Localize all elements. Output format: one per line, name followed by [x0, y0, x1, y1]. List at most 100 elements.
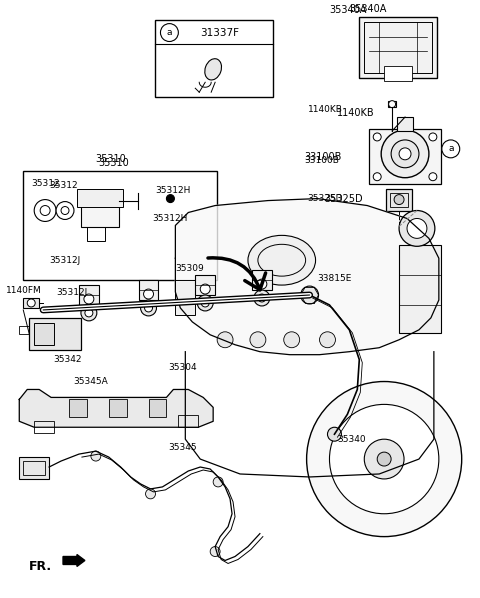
Circle shape: [40, 206, 50, 215]
Circle shape: [91, 451, 101, 461]
Bar: [23, 461, 45, 475]
Text: 35304: 35304: [168, 363, 197, 372]
Bar: [109, 399, 127, 417]
Bar: [81, 193, 119, 227]
Text: 35312H: 35312H: [156, 186, 191, 195]
Text: FR.: FR.: [29, 560, 52, 573]
Circle shape: [144, 304, 153, 312]
Circle shape: [364, 439, 404, 479]
Bar: [77, 188, 123, 206]
Circle shape: [257, 279, 267, 289]
Circle shape: [210, 547, 220, 557]
Circle shape: [34, 200, 56, 221]
Text: 35342: 35342: [53, 355, 82, 364]
Circle shape: [307, 382, 462, 536]
Circle shape: [389, 100, 396, 108]
Bar: [360, 17, 437, 78]
Bar: [79, 285, 99, 305]
Circle shape: [167, 194, 174, 203]
Text: 35325D: 35325D: [308, 194, 343, 203]
Polygon shape: [175, 199, 439, 355]
Circle shape: [327, 427, 341, 441]
Circle shape: [329, 404, 439, 514]
Bar: [29, 318, 81, 350]
Text: 1140KB: 1140KB: [308, 105, 343, 114]
Circle shape: [391, 140, 419, 168]
Polygon shape: [19, 389, 213, 427]
Text: 33100B: 33100B: [305, 156, 339, 165]
Bar: [252, 270, 272, 290]
Bar: [34, 323, 54, 344]
Circle shape: [373, 133, 381, 141]
Circle shape: [27, 299, 35, 307]
Text: 35340A: 35340A: [349, 4, 387, 14]
Bar: [384, 66, 412, 81]
Circle shape: [145, 489, 156, 499]
Bar: [156, 20, 273, 97]
Bar: [87, 227, 105, 242]
Text: a: a: [448, 144, 454, 153]
Ellipse shape: [248, 236, 315, 285]
Circle shape: [394, 194, 404, 205]
Text: 35325D: 35325D: [324, 194, 363, 203]
Text: 35312: 35312: [31, 179, 60, 188]
Circle shape: [84, 294, 94, 304]
Bar: [386, 188, 412, 210]
Circle shape: [61, 206, 69, 215]
Text: 35340: 35340: [337, 435, 366, 444]
Circle shape: [85, 309, 93, 317]
Circle shape: [217, 332, 233, 347]
Text: 35312J: 35312J: [56, 288, 87, 297]
Circle shape: [300, 286, 319, 304]
Text: 35312: 35312: [49, 181, 78, 190]
Text: 1140FM: 1140FM: [6, 286, 42, 295]
Bar: [195, 275, 215, 295]
Text: 35309: 35309: [175, 264, 204, 273]
Text: 35310: 35310: [96, 154, 126, 164]
Circle shape: [381, 130, 429, 178]
Bar: [139, 280, 158, 300]
Circle shape: [200, 284, 210, 294]
Circle shape: [141, 300, 156, 316]
Bar: [397, 117, 413, 131]
Circle shape: [81, 305, 97, 321]
Bar: [179, 416, 198, 427]
Circle shape: [250, 332, 266, 347]
Bar: [175, 280, 195, 315]
Circle shape: [407, 218, 427, 239]
Circle shape: [373, 173, 381, 181]
Circle shape: [399, 148, 411, 160]
Text: 35312J: 35312J: [49, 256, 81, 265]
Circle shape: [399, 210, 435, 246]
Circle shape: [213, 477, 223, 487]
Bar: [23, 298, 39, 308]
FancyArrowPatch shape: [208, 258, 265, 290]
Circle shape: [201, 299, 209, 307]
Circle shape: [197, 295, 213, 311]
Ellipse shape: [205, 59, 221, 80]
Text: 35345: 35345: [168, 443, 197, 451]
Bar: [364, 22, 432, 74]
Circle shape: [442, 140, 460, 158]
Bar: [390, 193, 408, 206]
Text: 35312H: 35312H: [153, 214, 188, 223]
Circle shape: [320, 332, 336, 347]
Bar: [19, 326, 29, 334]
Bar: [369, 129, 441, 184]
Circle shape: [429, 133, 437, 141]
Text: 35340A: 35340A: [329, 5, 367, 15]
Bar: [19, 457, 49, 479]
Text: a: a: [167, 28, 172, 37]
Circle shape: [254, 290, 270, 306]
Bar: [148, 399, 167, 417]
Bar: [388, 101, 396, 107]
Bar: [399, 245, 441, 333]
FancyArrow shape: [63, 554, 85, 566]
Circle shape: [429, 173, 437, 181]
Text: 1140KB: 1140KB: [337, 108, 375, 118]
Circle shape: [144, 289, 154, 299]
Bar: [34, 421, 54, 433]
Text: 35310: 35310: [98, 158, 129, 168]
Text: 35345A: 35345A: [73, 377, 108, 386]
Bar: [23, 171, 217, 280]
